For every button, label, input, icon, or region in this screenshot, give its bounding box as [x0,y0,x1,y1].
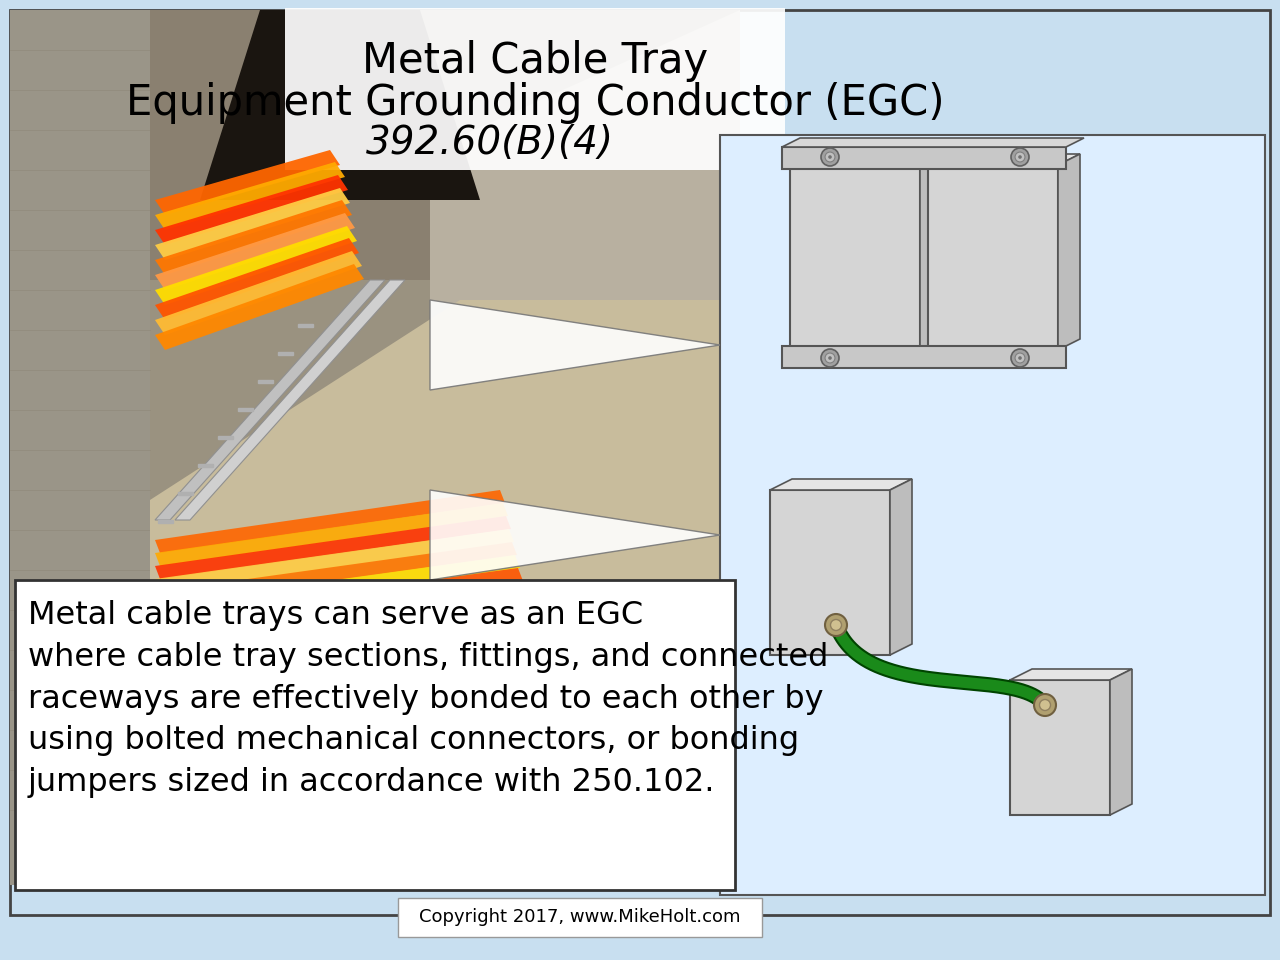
Bar [298,324,314,327]
Bar [790,165,920,350]
Polygon shape [430,490,719,580]
Circle shape [1034,694,1056,716]
Polygon shape [1110,669,1132,815]
Polygon shape [1010,669,1132,680]
Polygon shape [155,620,535,683]
Circle shape [826,152,835,162]
Polygon shape [155,555,520,618]
Bar [178,492,193,495]
Polygon shape [175,280,404,520]
Polygon shape [155,280,385,520]
FancyBboxPatch shape [15,580,735,890]
Polygon shape [155,542,517,605]
Polygon shape [920,154,942,350]
Polygon shape [10,10,740,280]
Polygon shape [155,529,515,592]
Circle shape [1039,700,1051,710]
Circle shape [826,614,847,636]
Bar [1010,680,1110,815]
Polygon shape [200,10,480,200]
Polygon shape [155,264,364,350]
Polygon shape [430,300,719,390]
Circle shape [820,148,838,166]
Polygon shape [155,213,355,290]
Polygon shape [155,162,346,230]
Circle shape [831,619,841,631]
Polygon shape [1059,154,1080,350]
Polygon shape [155,568,524,631]
Bar [238,408,253,411]
Polygon shape [155,503,508,566]
Polygon shape [771,479,911,490]
Polygon shape [155,226,357,305]
Text: Metal cable trays can serve as an EGC
where cable tray sections, fittings, and c: Metal cable trays can serve as an EGC wh… [28,600,828,798]
Circle shape [828,156,832,158]
Polygon shape [155,516,511,579]
Polygon shape [928,154,1080,165]
Polygon shape [790,154,942,165]
Text: 392.60(B)(4): 392.60(B)(4) [366,124,614,162]
Polygon shape [155,188,349,260]
Circle shape [1011,349,1029,367]
FancyBboxPatch shape [782,346,1066,368]
Polygon shape [155,150,340,215]
Circle shape [1018,356,1021,360]
Polygon shape [155,238,358,320]
FancyBboxPatch shape [398,898,762,937]
Polygon shape [155,175,348,245]
Polygon shape [150,300,740,885]
Polygon shape [890,479,911,655]
Circle shape [820,349,838,367]
Bar [719,135,1265,895]
Text: Equipment Grounding Conductor (EGC): Equipment Grounding Conductor (EGC) [125,82,945,124]
Circle shape [1018,156,1021,158]
FancyBboxPatch shape [285,8,785,170]
Polygon shape [782,138,1084,147]
Polygon shape [155,251,362,335]
Bar [10,10,740,885]
Bar [278,352,293,355]
FancyBboxPatch shape [782,147,1066,169]
Circle shape [1015,152,1025,162]
Polygon shape [155,594,529,657]
Circle shape [826,353,835,363]
Circle shape [828,356,832,360]
Text: Metal Cable Tray: Metal Cable Tray [362,40,708,82]
Circle shape [1015,353,1025,363]
Polygon shape [155,581,526,644]
Circle shape [1011,148,1029,166]
Bar [771,490,890,655]
Polygon shape [155,607,532,670]
Bar [218,436,233,439]
Bar [198,464,212,467]
Bar [157,520,173,523]
Polygon shape [155,490,506,553]
Text: Copyright 2017, www.MikeHolt.com: Copyright 2017, www.MikeHolt.com [420,908,741,926]
Polygon shape [10,10,150,885]
Polygon shape [430,10,740,885]
Polygon shape [155,200,352,275]
Bar [928,165,1059,350]
Polygon shape [155,633,538,696]
Bar [259,380,273,383]
